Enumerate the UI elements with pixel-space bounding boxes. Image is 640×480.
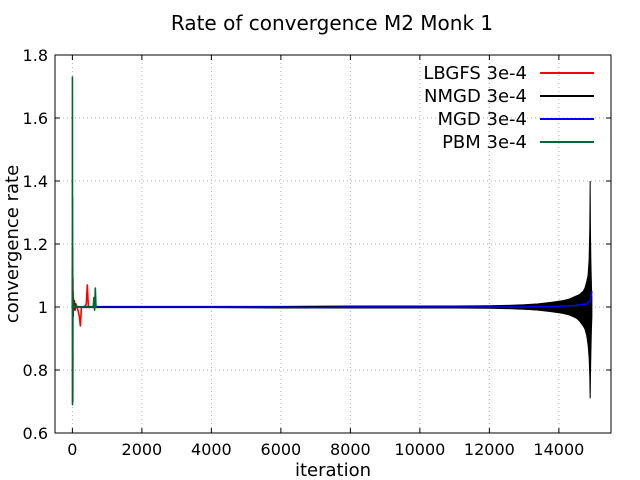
x-tick-label: 10000: [394, 440, 445, 459]
y-tick-label: 1.2: [23, 235, 48, 254]
series-layer: [71, 76, 593, 406]
chart-title: Rate of convergence M2 Monk 1: [171, 11, 493, 35]
y-tick-label: 1.4: [23, 172, 48, 191]
legend-label-nmgd-3e-4: NMGD 3e-4: [424, 86, 527, 107]
y-tick-label: 1: [38, 298, 48, 317]
y-tick-label: 1.6: [23, 109, 48, 128]
x-tick-label: 6000: [261, 440, 302, 459]
y-tick-label: 0.8: [23, 361, 48, 380]
series-line-mgd-3e-4: [72, 291, 593, 309]
x-tick-label: 0: [67, 440, 77, 459]
legend-label-mgd-3e-4: MGD 3e-4: [437, 109, 527, 130]
x-tick-label: 14000: [533, 440, 584, 459]
legend-label-pbm-3e-4: PBM 3e-4: [442, 132, 527, 153]
y-tick-label: 1.8: [23, 46, 48, 65]
x-tick-label: 4000: [191, 440, 232, 459]
x-axis-label: iteration: [295, 460, 371, 480]
x-tick-label: 2000: [122, 440, 163, 459]
y-tick-label: 0.6: [23, 424, 48, 443]
x-tick-label: 8000: [330, 440, 371, 459]
ticks: 0 2000 4000 6000 8000 10000 12000 14000 0.6 0.8 1 1…: [23, 46, 611, 459]
y-axis-label: convergence rate: [2, 165, 23, 323]
x-tick-label: 12000: [464, 440, 515, 459]
series-line-pbm-3e-4: [71, 76, 97, 406]
legend-label-lbgfs-3e-4: LBGFS 3e-4: [423, 63, 527, 84]
